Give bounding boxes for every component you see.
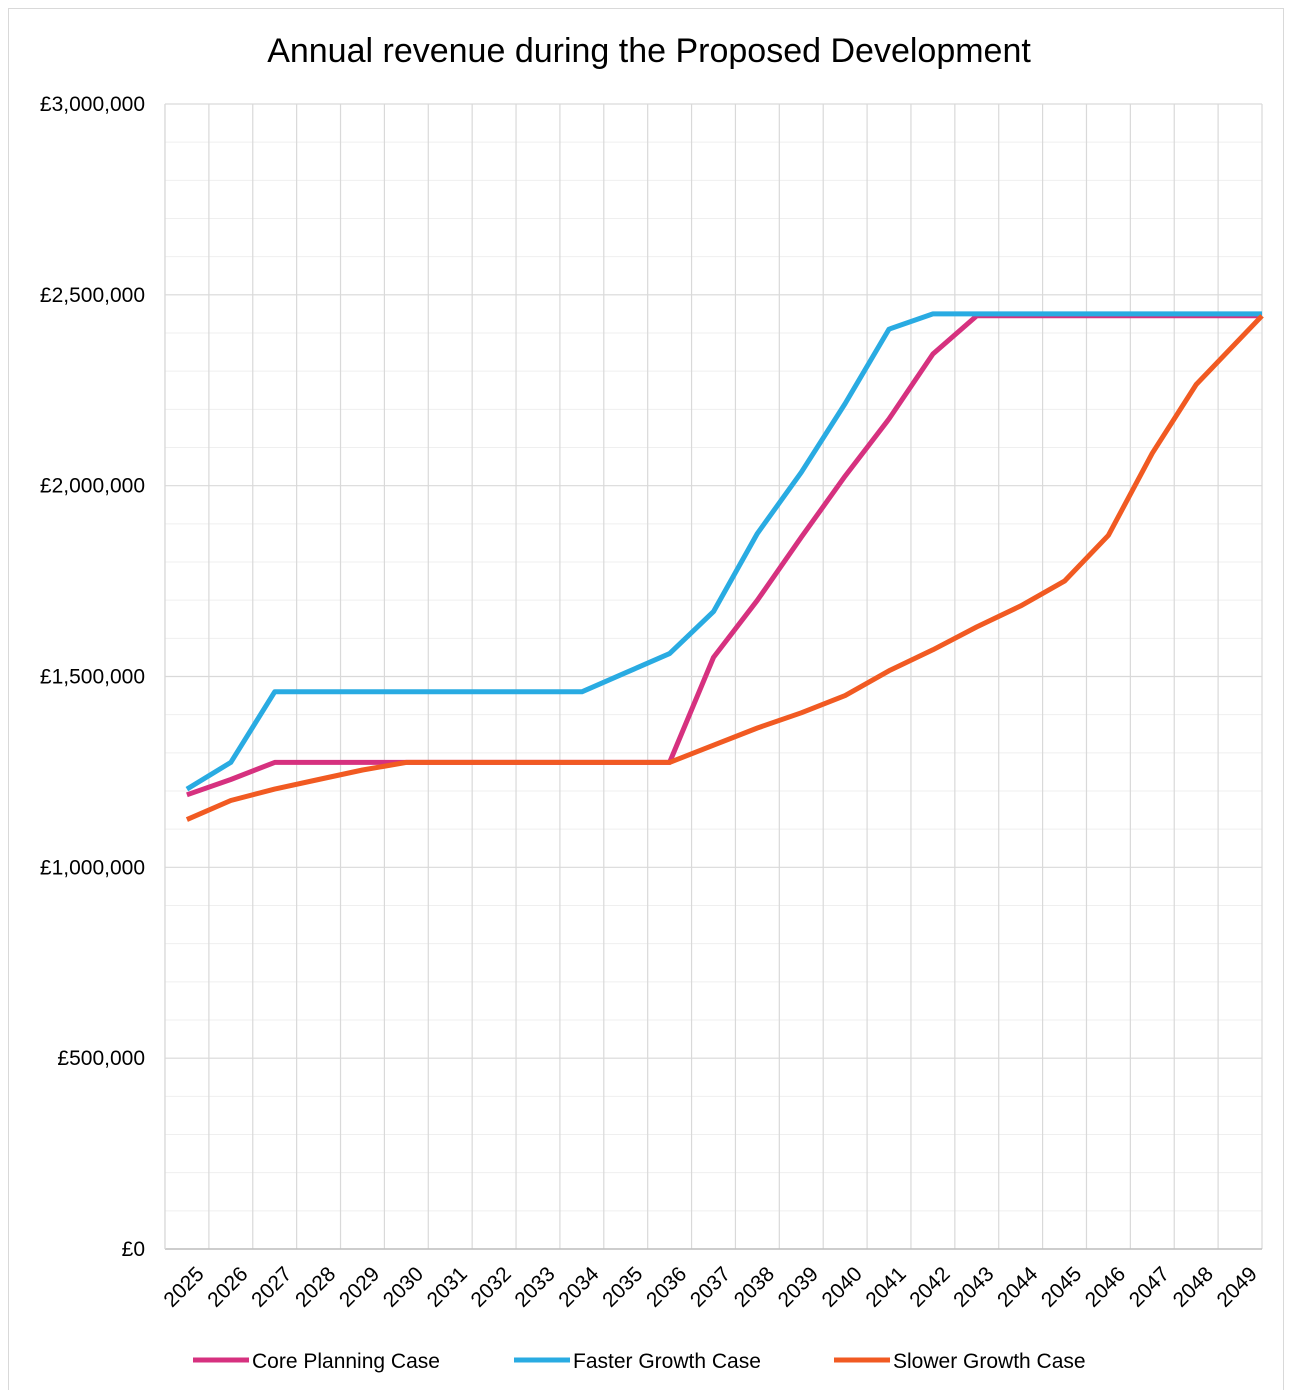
- y-tick-label: £1,500,000: [40, 666, 145, 689]
- x-tick-label: 2026: [203, 1262, 252, 1311]
- x-tick-label: 2039: [774, 1262, 823, 1311]
- series-line: [185, 314, 1264, 822]
- x-tick-label: 2044: [993, 1262, 1043, 1312]
- x-tick-label: 2025: [159, 1262, 208, 1311]
- y-axis-tick-labels: £0 £500,000 £1,000,000 £1,500,000 £2,000,000…: [40, 93, 145, 1261]
- x-tick-label: 2048: [1169, 1262, 1218, 1311]
- x-tick-label: 2036: [642, 1262, 691, 1311]
- x-tick-label: 2040: [818, 1262, 867, 1311]
- y-tick-label: £1,000,000: [40, 856, 145, 879]
- chart-title: Annual revenue during the Proposed Devel…: [267, 32, 1031, 70]
- y-tick-label: £2,500,000: [40, 284, 145, 307]
- x-tick-label: 2047: [1125, 1262, 1174, 1311]
- series-line: [186, 313, 1262, 798]
- legend-label: Faster Growth Case: [573, 1350, 761, 1373]
- legend: Core Planning Case Faster Growth Case Slow…: [193, 1350, 1086, 1373]
- x-tick-label: 2042: [905, 1262, 954, 1311]
- legend-label: Core Planning Case: [252, 1350, 440, 1373]
- x-tick-label: 2046: [1081, 1262, 1130, 1311]
- x-tick-label: 2045: [1037, 1262, 1086, 1311]
- x-tick-label: 2029: [335, 1262, 384, 1311]
- legend-item: Core Planning Case: [193, 1350, 440, 1373]
- x-tick-label: 2034: [554, 1262, 604, 1312]
- x-tick-label: 2035: [598, 1262, 647, 1311]
- x-tick-label: 2032: [467, 1262, 516, 1311]
- chart-frame: [8, 8, 1284, 1390]
- series-line: [185, 311, 1262, 792]
- x-tick-label: 2028: [291, 1262, 340, 1311]
- x-tick-label: 2041: [861, 1262, 910, 1311]
- y-tick-label: £0: [122, 1238, 145, 1261]
- x-axis-tick-labels: 2025202620272028202920302031203220332034…: [159, 1262, 1261, 1312]
- x-tick-label: 2030: [379, 1262, 428, 1311]
- x-tick-label: 2033: [510, 1262, 559, 1311]
- x-tick-label: 2049: [1212, 1262, 1261, 1311]
- legend-label: Slower Growth Case: [893, 1350, 1086, 1373]
- x-tick-label: 2027: [247, 1262, 296, 1311]
- y-tick-label: £3,000,000: [40, 93, 145, 116]
- x-tick-label: 2031: [423, 1262, 472, 1311]
- legend-item: Faster Growth Case: [514, 1350, 761, 1373]
- y-tick-label: £2,000,000: [40, 475, 145, 498]
- x-tick-label: 2043: [949, 1262, 998, 1311]
- legend-item: Slower Growth Case: [834, 1350, 1086, 1373]
- x-tick-label: 2037: [686, 1262, 735, 1311]
- axes: [164, 104, 1262, 1250]
- y-tick-label: £500,000: [57, 1047, 145, 1070]
- grid: [164, 103, 1263, 1250]
- series-lines: [185, 311, 1264, 822]
- x-tick-label: 2038: [730, 1262, 779, 1311]
